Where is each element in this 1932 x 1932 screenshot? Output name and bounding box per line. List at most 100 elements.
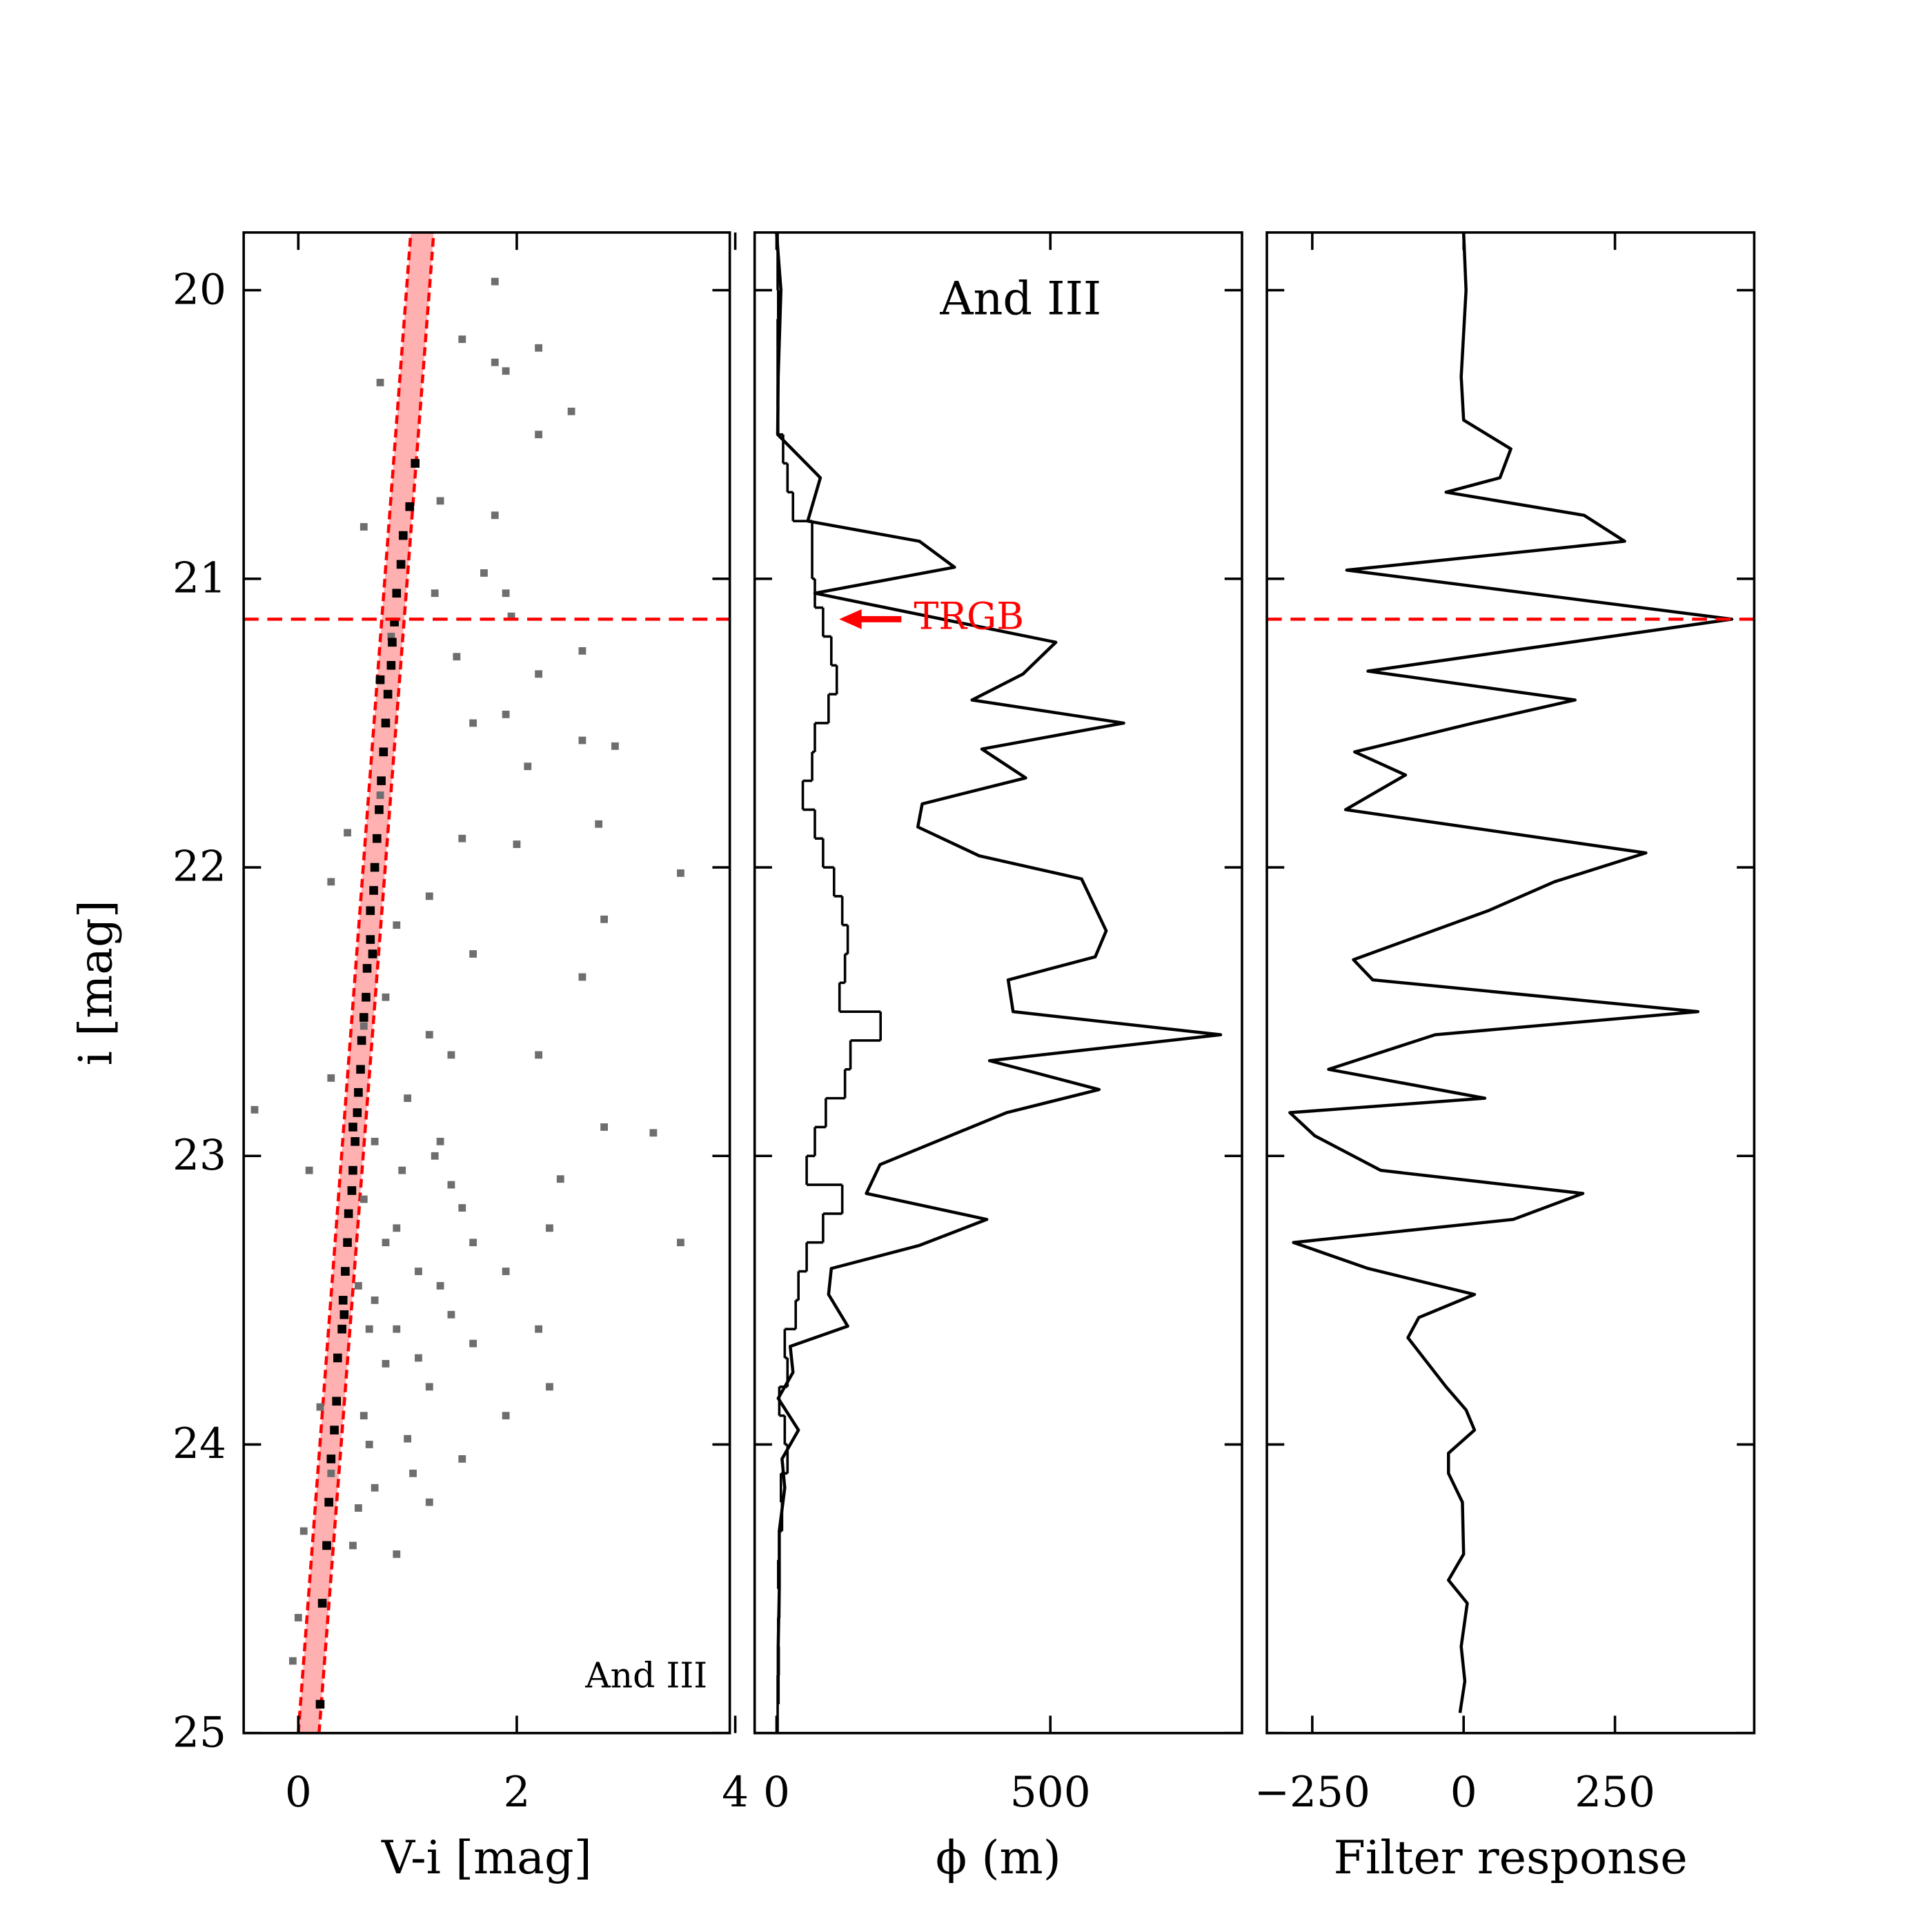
arrow-head xyxy=(839,609,862,629)
point xyxy=(337,1324,346,1334)
point xyxy=(365,1325,373,1333)
point xyxy=(567,407,575,415)
point xyxy=(502,589,510,598)
point xyxy=(332,1397,342,1406)
point xyxy=(469,719,477,727)
point xyxy=(535,1325,543,1333)
point xyxy=(458,1455,466,1463)
point xyxy=(480,569,488,577)
point xyxy=(535,670,543,678)
point xyxy=(458,834,466,842)
point xyxy=(524,762,532,771)
point xyxy=(347,1186,357,1195)
point xyxy=(343,1238,352,1248)
point xyxy=(535,1051,543,1059)
point xyxy=(379,747,388,757)
point xyxy=(458,1204,466,1212)
x-tick-label: 500 xyxy=(1010,1768,1091,1817)
point xyxy=(250,1105,259,1114)
panel-title: And III xyxy=(939,271,1101,325)
point xyxy=(469,950,477,958)
point xyxy=(354,1087,363,1097)
point xyxy=(404,1094,412,1103)
point xyxy=(382,1359,390,1368)
point xyxy=(333,1353,342,1363)
point xyxy=(357,1036,366,1045)
point xyxy=(359,523,368,531)
point xyxy=(600,915,609,923)
frame xyxy=(242,231,731,1735)
point xyxy=(436,1137,444,1145)
point xyxy=(344,1209,353,1219)
point xyxy=(611,742,619,750)
point xyxy=(595,820,603,828)
point xyxy=(425,1498,433,1506)
point xyxy=(415,1268,422,1275)
y-tick-label: 21 xyxy=(172,554,226,603)
point xyxy=(368,949,377,958)
point xyxy=(294,1614,302,1621)
point xyxy=(393,1325,401,1333)
line xyxy=(775,232,1223,1704)
point xyxy=(324,1497,333,1507)
point xyxy=(376,791,384,799)
y-tick-label: 22 xyxy=(172,842,226,891)
point xyxy=(546,1383,553,1391)
point xyxy=(354,1504,362,1512)
point xyxy=(317,1599,327,1608)
point xyxy=(288,1657,297,1665)
point xyxy=(396,560,406,569)
point xyxy=(535,431,543,439)
point xyxy=(327,1469,335,1477)
point xyxy=(349,1541,357,1550)
point xyxy=(327,1074,335,1082)
point xyxy=(425,892,433,900)
point xyxy=(375,675,385,684)
point xyxy=(316,1403,324,1411)
point xyxy=(535,344,543,352)
frame xyxy=(753,231,1243,1735)
point xyxy=(371,1137,379,1145)
point xyxy=(502,1268,510,1275)
point xyxy=(359,1022,368,1030)
point xyxy=(362,964,372,973)
point xyxy=(405,502,415,511)
y-tick-label: 24 xyxy=(172,1419,226,1468)
point xyxy=(436,497,444,505)
point xyxy=(348,1123,357,1132)
point xyxy=(502,1412,510,1420)
x-tick-label: 0 xyxy=(1450,1768,1477,1817)
x-axis-label: ϕ (m) xyxy=(936,1831,1061,1884)
point xyxy=(469,1239,477,1247)
point xyxy=(326,1455,336,1463)
point xyxy=(330,1426,339,1435)
point xyxy=(649,1129,658,1137)
point xyxy=(447,1181,455,1189)
x-tick-label: 0 xyxy=(285,1768,312,1817)
point xyxy=(371,1483,379,1492)
band-edge xyxy=(317,232,435,1733)
x-tick-label: 2 xyxy=(503,1768,530,1817)
point xyxy=(502,367,510,375)
point xyxy=(356,1065,365,1074)
point xyxy=(415,1354,422,1362)
band-fill xyxy=(298,232,434,1733)
point xyxy=(344,829,351,837)
x-tick-label: 250 xyxy=(1575,1768,1655,1817)
point xyxy=(431,1152,439,1160)
point xyxy=(409,1469,417,1477)
x-axis-label: V-i [mag] xyxy=(381,1831,592,1884)
panel-note: And III xyxy=(584,1655,707,1695)
point xyxy=(305,1166,313,1174)
point xyxy=(546,1224,553,1232)
point xyxy=(425,1383,433,1391)
point xyxy=(491,358,499,366)
point xyxy=(491,511,499,520)
point xyxy=(513,840,521,848)
point xyxy=(382,993,390,1001)
point xyxy=(393,1224,401,1232)
y-axis-label: i [mag] xyxy=(69,900,123,1065)
point xyxy=(491,277,499,286)
point xyxy=(386,660,396,670)
